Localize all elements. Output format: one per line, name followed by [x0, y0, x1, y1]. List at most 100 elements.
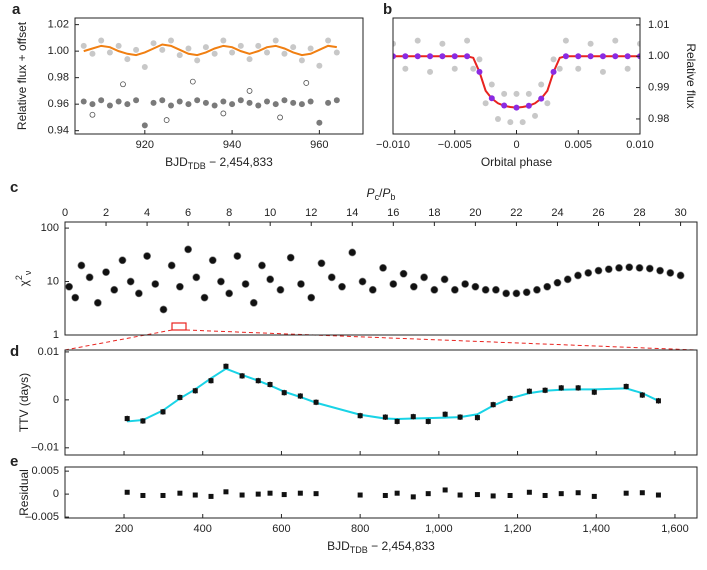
- point: [476, 56, 483, 63]
- y-tick-label: 0.98: [648, 113, 669, 125]
- point: [281, 492, 287, 498]
- point: [246, 99, 253, 106]
- point: [587, 40, 594, 47]
- point: [409, 282, 418, 291]
- point: [124, 489, 130, 495]
- point: [143, 252, 151, 260]
- panel-label: d: [10, 343, 19, 360]
- point: [89, 50, 96, 57]
- point: [575, 490, 581, 496]
- point: [574, 271, 582, 280]
- label-part: P: [382, 186, 390, 200]
- point: [522, 288, 531, 297]
- x-tick-label: 24: [551, 207, 563, 219]
- point: [519, 119, 526, 126]
- point: [202, 99, 209, 106]
- point: [290, 99, 297, 106]
- point: [176, 282, 184, 291]
- point: [425, 491, 431, 497]
- point: [200, 293, 209, 302]
- point: [507, 492, 513, 498]
- point: [526, 489, 532, 495]
- point: [637, 40, 640, 47]
- point: [185, 101, 192, 108]
- x-tick-label: 960: [310, 139, 328, 151]
- point: [98, 97, 105, 104]
- series: [80, 37, 340, 71]
- point: [124, 101, 131, 108]
- point: [482, 100, 489, 107]
- point: [237, 97, 244, 104]
- point: [160, 409, 166, 415]
- point: [488, 81, 495, 88]
- series: [83, 43, 337, 57]
- point: [442, 411, 448, 417]
- point: [612, 37, 619, 44]
- point: [533, 285, 541, 294]
- point: [71, 293, 80, 302]
- point: [272, 101, 279, 108]
- x-tick-label: 600: [272, 523, 290, 535]
- point: [439, 53, 446, 60]
- point: [133, 46, 140, 53]
- series: [124, 487, 661, 500]
- point: [98, 37, 105, 44]
- point: [194, 57, 201, 64]
- point: [442, 487, 448, 493]
- point: [168, 102, 174, 109]
- y-tick-label: –0.005: [25, 511, 59, 523]
- point: [124, 416, 130, 422]
- point: [286, 253, 295, 262]
- point: [325, 99, 332, 106]
- point: [624, 53, 631, 60]
- point: [211, 102, 218, 109]
- point: [106, 49, 113, 56]
- point: [297, 490, 303, 496]
- point: [141, 122, 148, 129]
- x-tick-label: 22: [510, 207, 522, 219]
- point: [151, 280, 160, 288]
- point: [281, 97, 288, 104]
- point: [575, 65, 582, 72]
- point: [399, 269, 408, 278]
- series: [65, 245, 685, 314]
- label-part: TDB: [350, 545, 368, 555]
- point: [501, 90, 508, 97]
- point: [470, 65, 477, 72]
- x-tick-label: 18: [428, 207, 440, 219]
- x-tick-label: 8: [226, 207, 232, 219]
- x-tick-label: 1,000: [425, 523, 453, 535]
- point: [126, 277, 135, 286]
- point: [410, 494, 416, 500]
- point: [290, 44, 297, 51]
- point: [89, 101, 96, 108]
- y-tick-label: 0.94: [48, 125, 69, 137]
- point: [208, 493, 214, 499]
- point: [237, 42, 244, 49]
- point: [501, 102, 508, 109]
- point: [562, 37, 569, 44]
- point: [604, 265, 613, 274]
- point: [584, 269, 593, 277]
- x-tick-label: 0: [62, 207, 68, 219]
- point: [211, 50, 218, 57]
- point: [382, 492, 388, 498]
- point: [281, 390, 287, 396]
- zoom-box: [171, 322, 187, 331]
- point: [208, 256, 217, 265]
- point: [425, 418, 431, 424]
- point: [267, 382, 273, 388]
- point: [150, 40, 157, 47]
- point: [118, 256, 127, 265]
- point: [325, 37, 332, 44]
- label-part: /: [379, 186, 383, 200]
- point: [635, 263, 644, 272]
- point: [225, 289, 234, 298]
- label-part: χ: [17, 279, 31, 286]
- point: [185, 45, 192, 52]
- model-line: [83, 43, 337, 57]
- outlier: [89, 111, 96, 118]
- point: [246, 56, 253, 63]
- point: [229, 49, 236, 56]
